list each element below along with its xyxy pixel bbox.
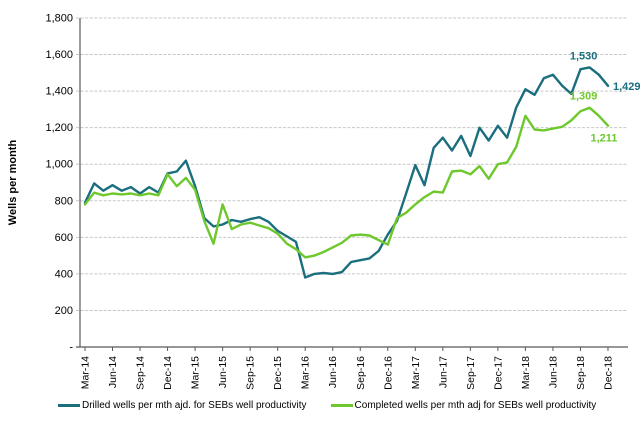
x-axis-tick-label: Sep-18 [575, 356, 587, 390]
x-axis-tick-label: Dec-15 [272, 356, 284, 390]
x-axis-tick-label: Mar-16 [300, 356, 312, 389]
y-axis-tick-label: 1,400 [45, 86, 73, 98]
y-axis-title: Wells per month [7, 140, 19, 226]
chart-legend: Drilled wells per mth ajd. for SEBs well… [58, 400, 641, 411]
x-axis-tick-label: Sep-16 [355, 356, 367, 390]
x-axis-tick-label: Mar-15 [190, 356, 202, 389]
y-axis-tick-label: 600 [55, 232, 73, 244]
x-axis-tick-label: Sep-17 [465, 356, 477, 390]
drilled-series-line [83, 66, 610, 279]
drilled-data-label: 1,530 [570, 50, 598, 62]
x-axis-tick-label: Sep-14 [135, 356, 147, 390]
y-axis-tick-label: 800 [55, 195, 73, 207]
y-axis-tick-label: 1,600 [45, 49, 73, 61]
x-axis-tick-label: Dec-16 [382, 356, 394, 390]
completed-series-swatch-icon [330, 404, 353, 407]
drilled-data-label: 1,429 [613, 81, 641, 93]
legend-item-completed: Completed wells per mth adj for SEBs wel… [330, 400, 597, 411]
y-axis-tick-label: 400 [55, 268, 73, 280]
drilled-series-swatch-icon [58, 404, 80, 407]
x-axis-tick-label: Sep-15 [245, 356, 257, 390]
x-axis-tick-label: Mar-14 [80, 356, 92, 389]
completed-data-label: 1,309 [570, 91, 598, 103]
x-axis-tick-label: Jun-16 [327, 356, 339, 388]
y-axis-tick-label: - [69, 342, 73, 354]
completed-series-line [83, 106, 610, 259]
x-axis-tick-label: Jun-17 [437, 356, 449, 388]
x-axis-tick-label: Jun-15 [217, 356, 229, 388]
y-axis-tick-label: 200 [55, 305, 73, 317]
x-axis-tick-label: Jun-14 [107, 356, 119, 388]
legend-label-drilled: Drilled wells per mth ajd. for SEBs well… [82, 400, 307, 411]
x-axis-tick-label: Dec-18 [602, 356, 614, 390]
legend-label-completed: Completed wells per mth adj for SEBs wel… [354, 400, 597, 411]
x-axis-tick-label: Jun-18 [547, 356, 559, 388]
wells-per-month-chart: - 200 400 600 800 1,000 1,200 1,400 1,600 1,800 Ma… [7, 13, 641, 390]
y-axis-tick-label: 1,000 [45, 159, 73, 171]
chart-svg: - 200 400 600 800 1,000 1,200 1,400 1,600 1,800 Ma… [7, 13, 641, 390]
legend-item-drilled: Drilled wells per mth ajd. for SEBs well… [58, 400, 307, 411]
x-axis-tick-label: Dec-14 [162, 356, 174, 390]
y-axis-tick-label: 1,200 [45, 122, 73, 134]
completed-data-label: 1,211 [591, 133, 618, 145]
x-axis-tick-label: Mar-17 [410, 356, 422, 389]
x-axis-tick-label: Dec-17 [492, 356, 504, 390]
x-axis-tick-label: Mar-18 [520, 356, 532, 389]
y-axis-tick-label: 1,800 [45, 13, 73, 25]
